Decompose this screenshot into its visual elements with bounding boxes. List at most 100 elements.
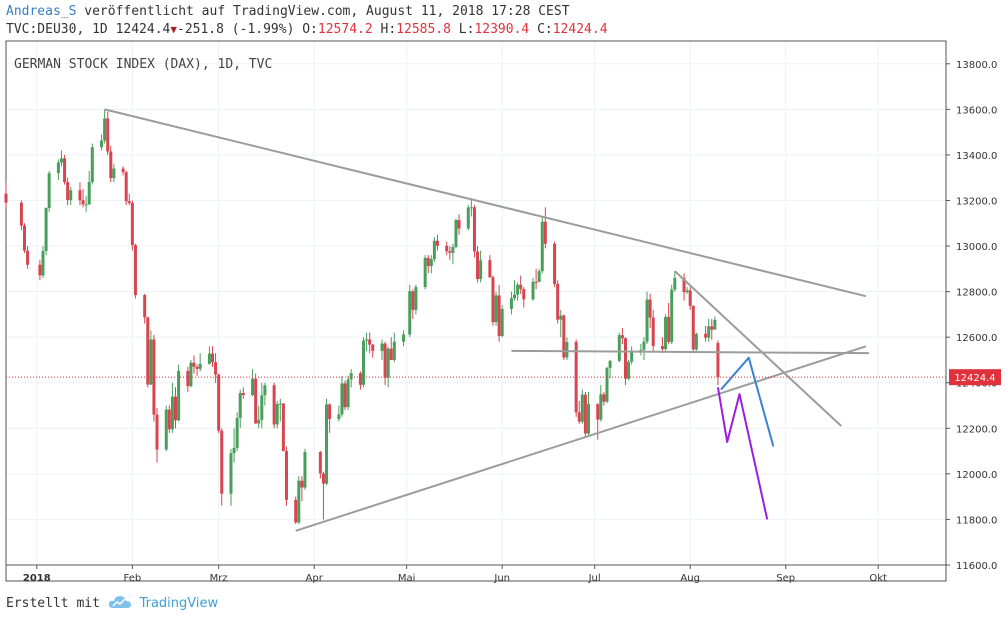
candle-body bbox=[328, 404, 332, 419]
candle-body bbox=[133, 245, 137, 296]
low-label: L: bbox=[458, 22, 475, 37]
candle-body bbox=[488, 260, 492, 278]
candle-body bbox=[260, 395, 264, 420]
candle-body bbox=[630, 350, 634, 362]
candle-body bbox=[174, 396, 178, 421]
trendline bbox=[104, 108, 867, 298]
candle-body bbox=[63, 158, 67, 183]
candle-body bbox=[146, 317, 150, 385]
candle-body bbox=[358, 373, 362, 385]
candle-body bbox=[272, 385, 276, 425]
candle-body bbox=[232, 447, 236, 454]
candle-body bbox=[623, 338, 627, 379]
candle-body bbox=[667, 316, 671, 342]
x-tick-label: Apr bbox=[306, 573, 324, 584]
candle-body bbox=[47, 173, 51, 208]
plot-frame bbox=[5, 40, 947, 582]
candle-body bbox=[121, 168, 125, 173]
candle-body bbox=[713, 319, 717, 330]
candle-body bbox=[402, 334, 406, 342]
candle-body bbox=[497, 295, 501, 337]
candle-body bbox=[389, 348, 393, 360]
candle-body bbox=[562, 315, 566, 358]
candle-body bbox=[56, 162, 60, 174]
candle-body bbox=[300, 480, 304, 488]
candle-body bbox=[207, 353, 211, 364]
candle-body bbox=[257, 419, 261, 424]
candle-body bbox=[78, 190, 82, 201]
last-price-text: 12424.4 bbox=[115, 22, 171, 37]
candle-body bbox=[691, 305, 695, 350]
candle-body bbox=[170, 396, 174, 430]
y-axis[interactable]: 11600.011800.012000.012200.012400.012600… bbox=[946, 60, 997, 572]
tradingview-brand: TradingView bbox=[139, 596, 219, 611]
author-link[interactable]: Andreas_S bbox=[6, 4, 77, 19]
candles bbox=[4, 109, 720, 524]
drawings[interactable] bbox=[104, 108, 869, 532]
candle-body bbox=[577, 412, 581, 422]
candle-body bbox=[195, 366, 199, 369]
candle-body bbox=[235, 418, 239, 448]
candle-body bbox=[19, 202, 23, 226]
candle-body bbox=[586, 404, 590, 434]
candle-body bbox=[454, 220, 458, 247]
y-tick-label: 13200.0 bbox=[956, 196, 997, 207]
candle-body bbox=[645, 299, 649, 342]
footer: Erstellt mit TradingView bbox=[6, 595, 218, 611]
candle-body bbox=[392, 341, 396, 360]
candle-body bbox=[155, 414, 159, 450]
candle-body bbox=[337, 414, 341, 419]
candle-body bbox=[664, 316, 668, 350]
candle-body bbox=[4, 193, 8, 203]
candle-body bbox=[469, 207, 473, 209]
candle-body bbox=[704, 333, 708, 338]
candle-body bbox=[177, 370, 181, 421]
publish-text: veröffentlicht auf TradingView.com, Augu… bbox=[84, 4, 570, 19]
candle-body bbox=[362, 340, 366, 385]
candle-body bbox=[608, 360, 612, 368]
candle-body bbox=[251, 378, 255, 396]
candle-body bbox=[537, 271, 541, 283]
candle-body bbox=[494, 295, 498, 323]
candle-body bbox=[556, 283, 560, 320]
candle-body bbox=[284, 451, 288, 500]
tradingview-link[interactable]: TradingView bbox=[108, 596, 218, 611]
forecast-path-purple bbox=[716, 387, 769, 520]
candle-body bbox=[513, 294, 517, 299]
candle-body bbox=[408, 291, 412, 335]
candle-body bbox=[254, 378, 258, 424]
close-value: 12424.4 bbox=[552, 22, 608, 37]
candle-body bbox=[26, 250, 30, 265]
candle-body bbox=[580, 394, 584, 422]
candle-body bbox=[707, 326, 711, 338]
candle-body bbox=[81, 200, 85, 205]
candle-body bbox=[583, 394, 587, 434]
open-value: 12574.2 bbox=[317, 22, 373, 37]
candle-body bbox=[670, 289, 674, 342]
y-tick-label: 13000.0 bbox=[956, 242, 997, 253]
candle-body bbox=[198, 363, 202, 369]
x-tick-label: Jun bbox=[493, 573, 510, 584]
candle-body bbox=[217, 374, 221, 431]
candle-body bbox=[380, 343, 384, 351]
candle-body bbox=[368, 339, 372, 345]
candle-body bbox=[303, 451, 307, 488]
candle-body bbox=[371, 344, 375, 351]
candle-body bbox=[534, 281, 538, 283]
created-with-text: Erstellt mit bbox=[6, 596, 100, 611]
candle-body bbox=[87, 182, 91, 205]
candle-body bbox=[602, 394, 606, 402]
candle-body bbox=[100, 140, 104, 148]
y-tick-label: 11600.0 bbox=[956, 561, 997, 572]
symbol-info: TVC:DEU30, 1D 12424.4▼-251.8 (-1.99%) O:… bbox=[6, 22, 608, 37]
candle-body bbox=[189, 362, 193, 387]
trendline bbox=[674, 270, 842, 427]
candle-body bbox=[69, 190, 73, 201]
candle-body bbox=[229, 453, 233, 494]
y-tick-label: 13600.0 bbox=[956, 105, 997, 116]
candle-body bbox=[318, 451, 322, 474]
candle-body bbox=[383, 343, 387, 378]
candle-body bbox=[543, 221, 547, 244]
candle-body bbox=[648, 299, 652, 318]
